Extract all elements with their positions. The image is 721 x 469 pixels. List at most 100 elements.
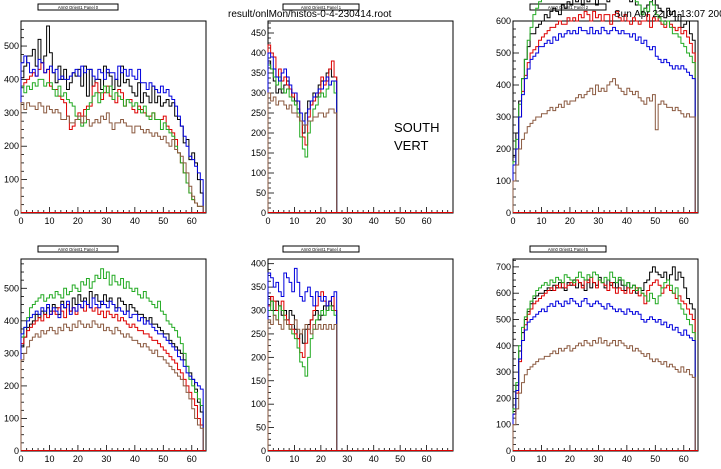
y-tick-label: 150 — [251, 148, 266, 158]
panel-5: Arm0 Orient1 Panel 50 10 20 30 40 50 600100200… — [496, 245, 699, 464]
series-green — [512, 0, 696, 213]
plot-frame — [20, 20, 207, 214]
x-tick-label: 40 — [622, 216, 632, 226]
y-tick-label: 250 — [251, 329, 266, 339]
y-tick-label: 100 — [4, 175, 19, 185]
series-red — [20, 62, 204, 213]
panel-title: Arm0 Orient1 Panel 3 — [58, 247, 99, 252]
series-brown — [20, 320, 204, 451]
y-tick-label: 500 — [4, 283, 19, 293]
x-tick-label: 60 — [679, 454, 689, 464]
y-tick-label: 400 — [4, 74, 19, 84]
y-tick-label: 500 — [496, 314, 511, 324]
y-tick-label: 100 — [496, 176, 511, 186]
plot-frame — [267, 20, 454, 214]
panel-title-box — [529, 3, 607, 11]
panel-1: Arm0 Orient1 Panel 1 0 10 20 30 40 50 60 0 50 100 1… — [251, 3, 454, 226]
y-tick-label: 500 — [4, 41, 19, 51]
panel-title: Arm0 Orient1 Panel 4 — [301, 247, 342, 252]
panel-title-box — [282, 3, 360, 11]
y-tick-label: 400 — [251, 259, 266, 269]
series-green — [267, 64, 338, 213]
y-tick-label: 200 — [251, 128, 266, 138]
panel-title: Arm0 Orient1 Panel 1 — [301, 5, 342, 10]
y-tick-label: 400 — [496, 341, 511, 351]
x-tick-label: 10 — [536, 454, 546, 464]
x-tick-label: 0 — [265, 216, 270, 226]
series-green — [20, 268, 204, 451]
series-blue — [20, 297, 204, 451]
series-black — [512, 266, 696, 451]
panel-title-box — [37, 245, 119, 253]
y-tick-label: 300 — [496, 367, 511, 377]
y-tick-label: 300 — [251, 306, 266, 316]
y-tick-label: 100 — [251, 399, 266, 409]
x-tick-label: 20 — [73, 454, 83, 464]
panel-0: Arm0 Orient1 Panel 0 0 10 20 30 40 50 60 0 100 200… — [4, 3, 207, 226]
panel-title-box — [529, 245, 607, 253]
series-brown — [267, 92, 338, 213]
panel-4: Arm0 Orient1 Panel 4 0 10 20 30 40 50 60 0 50 100 1… — [251, 245, 454, 464]
x-tick-label: 50 — [395, 454, 405, 464]
y-tick-label: 100 — [496, 420, 511, 430]
x-tick-label: 10 — [289, 454, 299, 464]
x-tick-label: 0 — [510, 216, 515, 226]
y-tick-label: 500 — [496, 48, 511, 58]
x-tick-label: 30 — [342, 216, 352, 226]
y-tick-label: 350 — [251, 68, 266, 78]
timestamp-label: Sun Apr 22 01:13:07 2007 — [614, 9, 721, 20]
x-tick-label: 0 — [18, 454, 23, 464]
y-tick-label: 0 — [14, 208, 19, 218]
y-tick-label: 200 — [496, 144, 511, 154]
y-tick-label: 700 — [496, 262, 511, 272]
x-tick-label: 40 — [130, 454, 140, 464]
x-tick-label: 60 — [187, 454, 197, 464]
y-tick-label: 400 — [496, 80, 511, 90]
y-tick-label: 200 — [496, 393, 511, 403]
x-tick-label: 40 — [130, 216, 140, 226]
x-tick-label: 60 — [422, 454, 432, 464]
x-tick-label: 50 — [158, 454, 168, 464]
y-tick-label: 400 — [4, 316, 19, 326]
x-tick-label: 30 — [101, 454, 111, 464]
series-red — [512, 10, 696, 213]
y-tick-label: 200 — [4, 381, 19, 391]
x-tick-label: 60 — [679, 216, 689, 226]
series-black — [20, 25, 204, 213]
y-tick-label: 50 — [256, 188, 266, 198]
y-tick-label: 300 — [496, 112, 511, 122]
plot-frame — [267, 258, 454, 452]
panel-title-box — [37, 3, 119, 11]
y-tick-label: 0 — [506, 208, 511, 218]
x-tick-label: 10 — [44, 216, 54, 226]
series-blue — [20, 55, 204, 213]
series-blue — [512, 297, 696, 451]
y-tick-label: 450 — [251, 28, 266, 38]
y-tick-label: 200 — [4, 141, 19, 151]
y-tick-label: 0 — [14, 446, 19, 456]
panel-title-box — [282, 245, 360, 253]
x-tick-label: 20 — [316, 454, 326, 464]
y-tick-label: 300 — [4, 348, 19, 358]
series-red — [20, 304, 204, 451]
x-tick-label: 20 — [565, 454, 575, 464]
y-tick-label: 0 — [506, 446, 511, 456]
series-green — [267, 300, 338, 451]
panel-3: Arm0 Orient1 Panel 3 0 10 20 30 40 50 60 0 100 200… — [4, 245, 207, 464]
annotation-line-1: SOUTH — [394, 120, 440, 135]
annotation-line-2: VERT — [394, 138, 429, 153]
x-tick-label: 0 — [265, 454, 270, 464]
x-tick-label: 50 — [650, 216, 660, 226]
series-black — [512, 0, 696, 213]
panel-2: Arm0 Orient1 Panel 20 10 20 30 40 50 600100200… — [496, 0, 699, 226]
series-brown — [512, 337, 696, 451]
x-tick-label: 60 — [422, 216, 432, 226]
y-tick-label: 600 — [496, 16, 511, 26]
x-tick-label: 20 — [316, 216, 326, 226]
x-tick-label: 40 — [622, 454, 632, 464]
y-tick-label: 600 — [496, 288, 511, 298]
y-tick-label: 50 — [256, 423, 266, 433]
x-tick-label: 20 — [73, 216, 83, 226]
file-path-label: result/onlMon/histos-0-4-230414.root — [228, 9, 392, 20]
series-green — [512, 271, 696, 451]
